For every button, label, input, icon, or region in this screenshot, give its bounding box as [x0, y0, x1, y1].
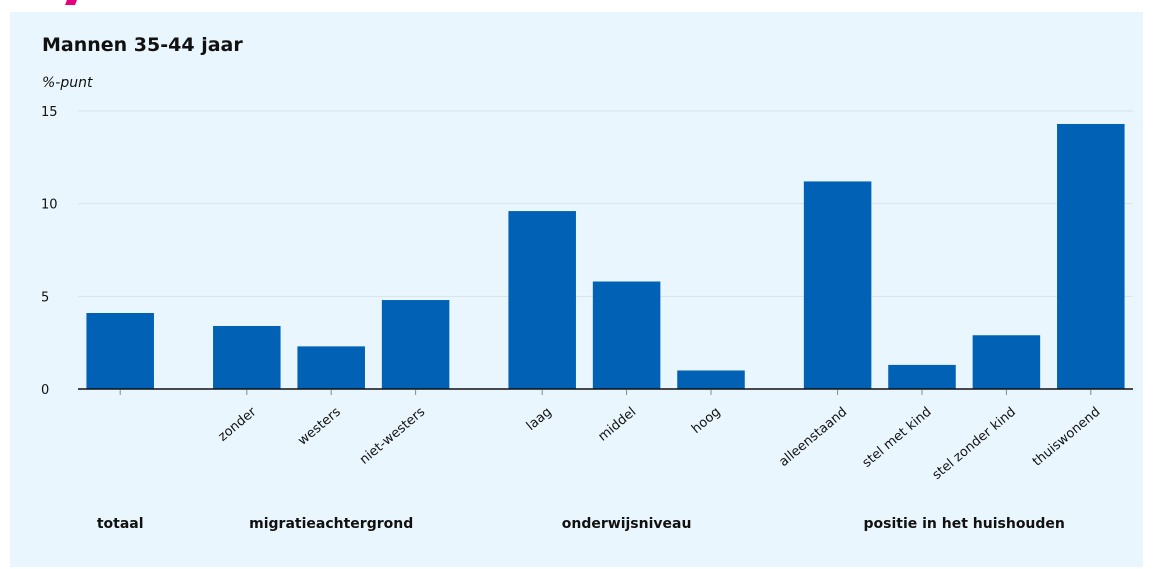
- brand-accent-mark: [65, 0, 77, 5]
- bar: [86, 313, 154, 389]
- x-category-label: laag: [524, 405, 555, 434]
- x-category-label: thuiswonend: [1030, 405, 1103, 470]
- x-category-label: zonder: [216, 404, 260, 445]
- y-tick-label: 5: [41, 290, 49, 305]
- x-category-label: westers: [295, 404, 344, 448]
- bar: [803, 181, 872, 389]
- group-label: positie in het huishouden: [863, 516, 1064, 532]
- y-tick-label: 0: [41, 383, 49, 398]
- bar: [677, 370, 745, 389]
- bar-chart: 0 5 10 15 totaal zonder westers niet-westers mig…: [41, 105, 1133, 532]
- bar: [592, 281, 661, 389]
- bar: [888, 364, 956, 389]
- group-label: totaal: [97, 516, 144, 532]
- bar: [972, 335, 1041, 389]
- bar: [1057, 123, 1125, 390]
- y-tick-label: 15: [41, 105, 58, 120]
- bar: [297, 346, 365, 389]
- x-category-label: middel: [596, 405, 640, 445]
- x-category-label: hoog: [689, 405, 723, 437]
- bar: [213, 325, 281, 389]
- x-category-label: alleenstaand: [776, 405, 850, 470]
- group-label: onderwijsniveau: [562, 516, 692, 532]
- x-category-label: niet-westers: [357, 404, 428, 467]
- group-label: migratieachtergrond: [249, 516, 413, 532]
- bar: [508, 211, 576, 389]
- y-tick-label: 10: [41, 198, 58, 213]
- bar: [381, 300, 450, 389]
- x-category-label: stel zonder kind: [930, 405, 1019, 483]
- chart-title: Mannen 35-44 jaar: [42, 34, 243, 56]
- x-category-label: stel met kind: [860, 405, 935, 471]
- y-axis-unit-label: %-punt: [42, 75, 93, 91]
- chart-panel: Mannen 35-44 jaar %-punt 0 5 10 15 totaal zon…: [10, 12, 1143, 567]
